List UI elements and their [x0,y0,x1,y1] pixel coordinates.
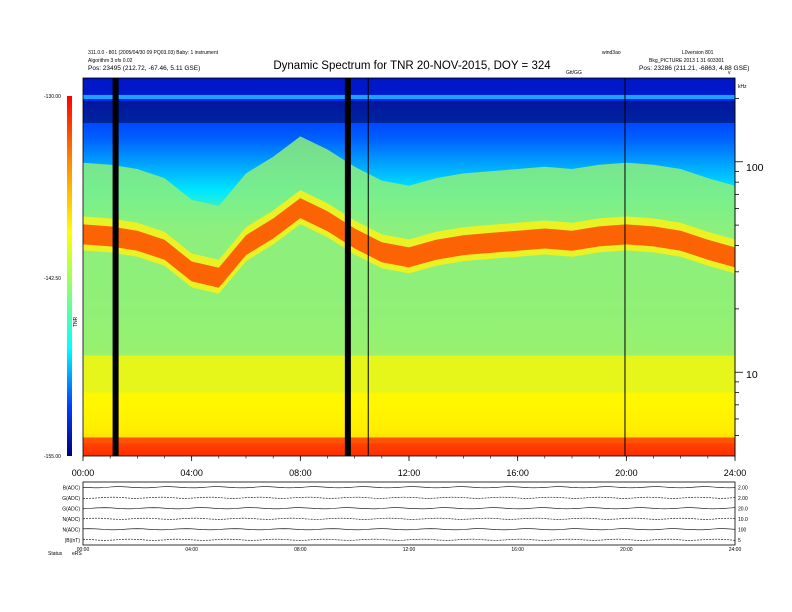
top-band [83,80,735,94]
colorbar-tick-max: -130.00 [44,94,61,100]
x-tick-label-0: 00:00 [72,468,95,478]
panel-trace-2 [82,507,736,510]
spectrogram-overlay [83,78,735,456]
panels-frame [82,481,736,546]
chart-title: Dynamic Spectrum for TNR 20-NOV-2015, DO… [273,60,551,72]
emission-halo [83,190,735,294]
panel-x-tick-1: 04:00 [185,547,198,553]
spectrogram [82,77,736,457]
x-tick-label-5: 20:00 [615,468,638,478]
data-gap-0 [112,78,119,456]
panel-x-tick-5: 20:00 [620,547,633,553]
header-left-line3: Pos: 23495 (212.72, -67.46, 5.11 GSE) [88,65,200,72]
header-corner-v: v [728,70,731,76]
panel-scale-4: 100 [738,527,747,533]
panel-trace-1 [83,496,736,499]
colorbar-tick-min: -155.00 [44,454,61,460]
y-tick-10: 10 [746,369,758,381]
panel-scale-1: 2.00 [738,496,748,502]
ancillary-panels: B(ADC) 2.00 G(ADC) 2.00 G(ADC) 20.0 N(ADC) 10.0… [62,481,748,553]
panel-x-tick-4: 16:00 [511,547,524,553]
panel-x-tick-0: 00:00 [77,547,90,553]
panel-label-5: |B|(nT) [65,538,80,544]
status-label: Status [48,551,63,557]
panel-trace-4 [82,528,736,531]
panel-label-4: N(ADC) [63,527,81,533]
header-right-line4: Pos: 23286 (211.21, -6863, 4.88 GSE) [639,65,749,72]
low-freq-red [83,437,735,456]
panel-label-0: B(ADC) [63,485,81,491]
panel-label-1: G(ADC) [62,496,80,502]
colorbar-label: TNR [73,316,79,327]
header-left-line2: Algorithm 3 ofs 0.02 [88,58,133,64]
panel-trace-3 [82,517,736,520]
panel-trace-5 [82,538,736,541]
header-right-line1: wind3ao [602,50,621,56]
low-freq-yellow [83,355,735,444]
y-tick-100: 100 [746,162,764,174]
status-code: eRS [72,551,82,557]
x-tick-label-2: 08:00 [289,468,312,478]
emission-core [83,198,735,288]
top-band-dark [83,101,735,123]
header-corner-khz: kHz [738,84,747,90]
x-tick-label-1: 04:00 [180,468,203,478]
panel-x-tick-3: 12:00 [403,547,416,553]
panel-scale-0: 2.00 [738,485,748,491]
panel-label-3: N(ADC) [63,517,81,523]
x-tick-label-6: 24:00 [724,468,747,478]
time-axis: 00:00 04:00 08:00 12:00 16:00 20:00 24:00 [72,456,747,478]
top-band-light [83,95,735,99]
header-left-line1: 311.0.0 - 801 (2005/04/30 09 PQ03.03) Ba… [88,50,219,56]
data-gap-1 [344,78,351,456]
header-right-line3: Bkg_PICTURE 2013 1 31 603301 [649,58,724,64]
x-tick-label-4: 16:00 [506,468,529,478]
colorbar [67,96,72,456]
panel-scale-3: 10.0 [738,517,748,523]
colorbar-tick-mid: -142.50 [44,276,61,282]
panel-x-tick-6: 24:00 [729,547,742,553]
panel-x-tick-2: 08:00 [294,547,307,553]
panel-scale-2: 20.0 [738,506,748,512]
panel-label-2: G(ADC) [62,506,80,512]
frequency-axis [734,78,743,456]
panel-trace-0 [82,486,736,489]
x-tick-label-3: 12:00 [398,468,421,478]
panel-scale-5: 5 [738,538,741,544]
header-right-line2: L0version 801 [682,50,714,56]
header-gtt: Gtt/GG [566,70,582,76]
